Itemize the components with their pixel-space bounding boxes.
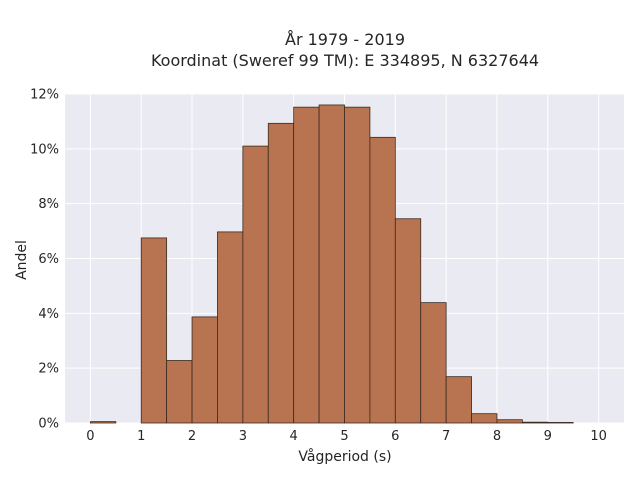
y-tick-label: 0% [38,417,59,432]
histogram-bar [191,316,218,424]
x-axis-ticks: 0 1 2 3 4 5 6 7 8 9 10 [86,429,607,444]
histogram-bar [521,421,549,424]
x-tick-label: 10 [590,429,607,444]
histogram-bar [166,360,193,424]
histogram-bar [420,302,447,424]
x-tick-label: 5 [340,429,348,444]
histogram-bar [471,413,498,424]
x-tick-label: 3 [239,429,247,444]
histogram-bar [318,104,345,424]
x-tick-label: 1 [137,429,145,444]
x-tick-label: 6 [391,429,399,444]
x-tick-label: 7 [442,429,450,444]
histogram-bar [293,106,320,424]
histogram-bar [140,237,168,424]
y-axis-ticks: 0% 2% 4% 6% 8% 10% 12% [30,88,59,432]
y-tick-label: 2% [38,362,59,377]
histogram-bar [267,122,295,424]
histogram-bar [445,376,472,424]
y-tick-label: 12% [30,88,59,103]
x-tick-label: 9 [544,429,552,444]
y-axis-label: Andel [14,240,30,280]
x-tick-label: 2 [188,429,196,444]
chart-title-line-1: År 1979 - 2019 [285,30,405,49]
x-tick-label: 4 [290,429,298,444]
histogram-bar [217,231,244,424]
histogram-bar [394,218,422,424]
histogram-bar [90,421,117,424]
histogram-bar [496,419,523,424]
histogram-bar [369,136,396,424]
histogram-bar [344,106,371,424]
histogram-bar [242,145,269,424]
x-tick-label: 0 [86,429,94,444]
y-tick-label: 10% [30,142,59,157]
y-tick-label: 8% [38,197,59,212]
histogram-bar [547,422,574,424]
bars-group [90,104,574,424]
chart-title-line-2: Koordinat (Sweref 99 TM): E 334895, N 63… [151,51,539,70]
y-tick-label: 4% [38,307,59,322]
x-axis-label: Vågperiod (s) [298,448,391,465]
y-tick-label: 6% [38,252,59,267]
x-tick-label: 8 [493,429,501,444]
